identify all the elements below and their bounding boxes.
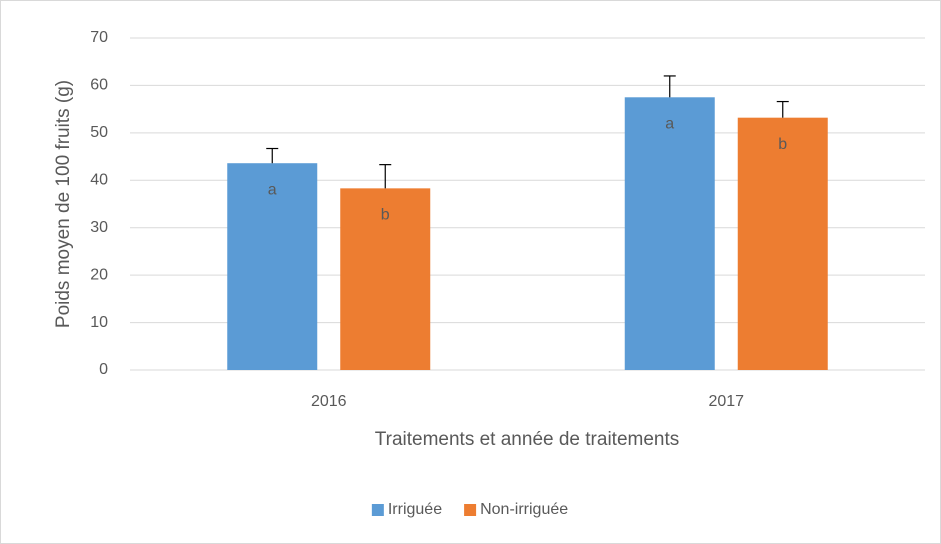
y-tick-label: 60 bbox=[90, 77, 108, 94]
significance-letter: b bbox=[778, 136, 787, 153]
y-axis-title: Poids moyen de 100 fruits (g) bbox=[53, 80, 74, 328]
error-bar bbox=[266, 147, 279, 164]
error-bar bbox=[379, 164, 392, 189]
significance-letter: a bbox=[268, 181, 277, 198]
y-tick-label: 0 bbox=[99, 361, 108, 378]
x-axis-title: Traitements et année de traitements bbox=[375, 429, 680, 450]
y-tick-label: 30 bbox=[90, 219, 108, 236]
legend-swatch bbox=[464, 504, 477, 516]
significance-letter: b bbox=[381, 207, 390, 224]
legend-swatch bbox=[371, 504, 384, 516]
legend-label: Irriguée bbox=[388, 501, 442, 518]
y-tick-label: 50 bbox=[90, 124, 108, 141]
error-bar bbox=[663, 75, 676, 98]
error-bar bbox=[776, 100, 789, 118]
legend-label: Non-irriguée bbox=[480, 501, 568, 518]
bar bbox=[624, 97, 715, 371]
bar bbox=[737, 117, 828, 371]
bar bbox=[340, 188, 431, 370]
bar bbox=[227, 163, 318, 370]
y-tick-label: 70 bbox=[90, 29, 108, 46]
significance-letter: a bbox=[665, 116, 674, 133]
y-tick-label: 20 bbox=[90, 266, 108, 283]
x-tick-label: 2016 bbox=[311, 393, 347, 410]
y-tick-label: 40 bbox=[90, 172, 108, 189]
y-tick-label: 10 bbox=[90, 314, 108, 331]
x-tick-label: 2017 bbox=[708, 393, 744, 410]
